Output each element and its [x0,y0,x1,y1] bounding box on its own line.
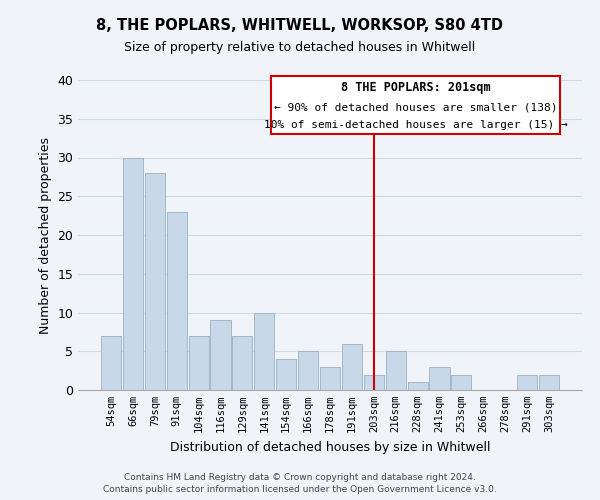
Text: Contains HM Land Registry data © Crown copyright and database right 2024.: Contains HM Land Registry data © Crown c… [124,474,476,482]
Bar [364,374,384,390]
Bar [298,351,318,390]
Bar [167,212,187,390]
Text: 10% of semi-detached houses are larger (15) →: 10% of semi-detached houses are larger (… [263,120,567,130]
X-axis label: Distribution of detached houses by size in Whitwell: Distribution of detached houses by size … [170,440,490,454]
Bar [123,158,143,390]
Bar [232,336,253,390]
Bar [386,351,406,390]
Bar [451,374,472,390]
Y-axis label: Number of detached properties: Number of detached properties [39,136,52,334]
Bar [101,336,121,390]
FancyBboxPatch shape [271,76,560,134]
Text: Contains public sector information licensed under the Open Government Licence v3: Contains public sector information licen… [103,485,497,494]
Text: Size of property relative to detached houses in Whitwell: Size of property relative to detached ho… [124,41,476,54]
Text: 8 THE POPLARS: 201sqm: 8 THE POPLARS: 201sqm [341,81,490,94]
Bar [517,374,537,390]
Bar [211,320,230,390]
Bar [320,367,340,390]
Bar [407,382,428,390]
Bar [145,173,165,390]
Bar [430,367,449,390]
Bar [342,344,362,390]
Text: ← 90% of detached houses are smaller (138): ← 90% of detached houses are smaller (13… [274,102,557,112]
Text: 8, THE POPLARS, WHITWELL, WORKSOP, S80 4TD: 8, THE POPLARS, WHITWELL, WORKSOP, S80 4… [97,18,503,32]
Bar [188,336,209,390]
Bar [276,359,296,390]
Bar [539,374,559,390]
Bar [254,312,274,390]
